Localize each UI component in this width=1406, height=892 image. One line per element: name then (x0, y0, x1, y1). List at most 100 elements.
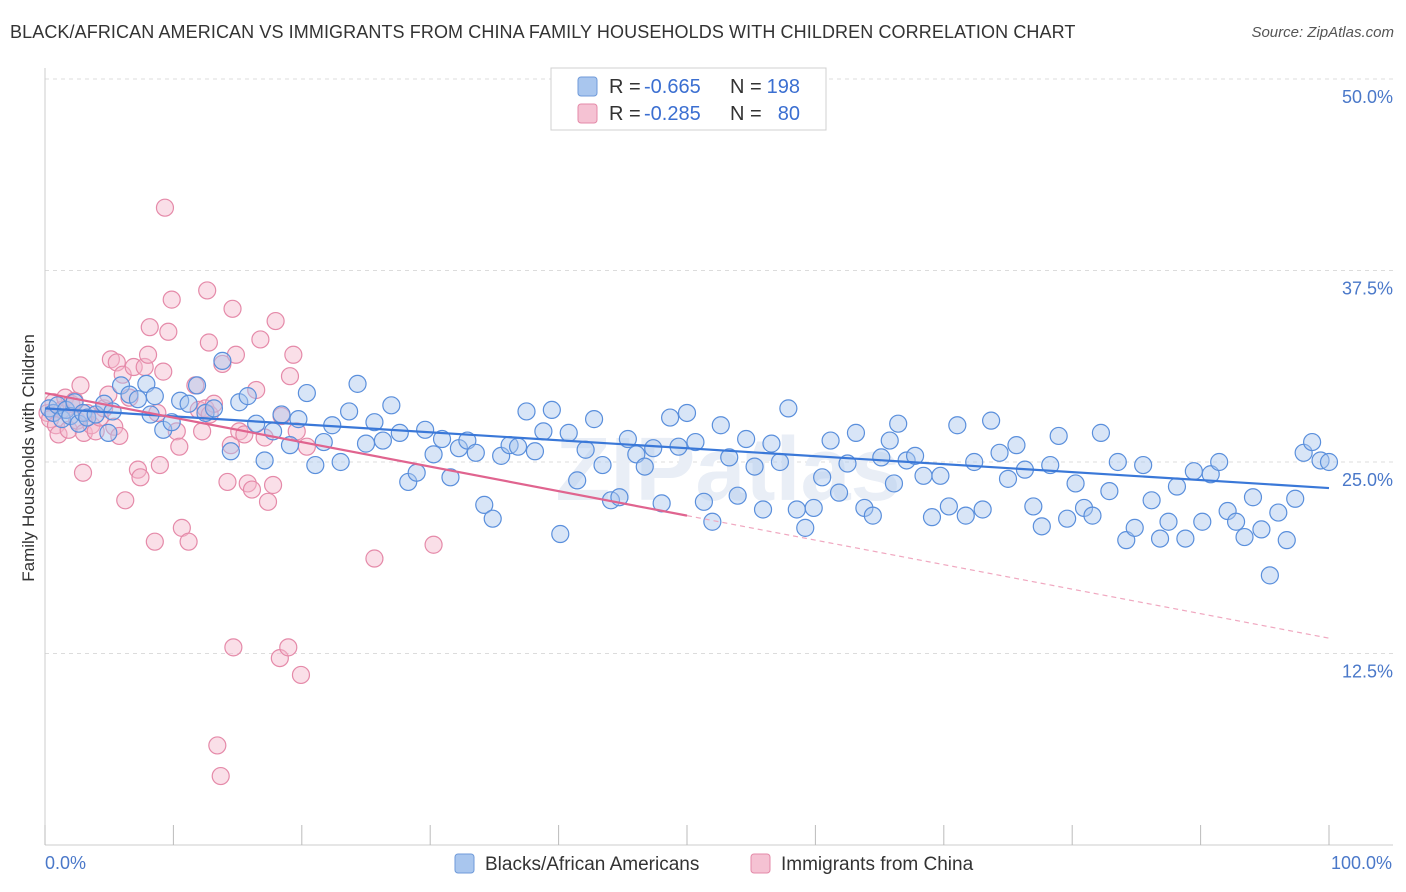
data-point-blue (922, 508, 942, 527)
data-point-pink (218, 472, 237, 492)
data-point-blue (796, 518, 815, 537)
data-point-pink (258, 492, 278, 511)
data-point-blue (1041, 455, 1060, 475)
data-point-blue (542, 400, 561, 420)
data-point-blue (1032, 517, 1051, 536)
y-tick-labels: 12.5% 25.0% 37.5% 50.0% (1342, 87, 1393, 682)
data-point-blue (872, 448, 891, 467)
data-point-pink (208, 736, 227, 755)
data-point-blue (1167, 477, 1187, 496)
bottom-legend-label-pink: Immigrants from China (781, 854, 974, 875)
data-point-blue (644, 439, 663, 458)
data-point-blue (973, 500, 992, 519)
data-point-blue (787, 500, 806, 519)
data-point-blue (99, 423, 118, 442)
data-point-blue (770, 452, 790, 472)
source-label: Source: ZipAtlas.com (1251, 24, 1394, 41)
x-ticks (44, 825, 1330, 845)
legend-n-label-2: N = (730, 103, 762, 125)
data-point-blue (576, 440, 595, 459)
data-point-pink (170, 437, 189, 456)
trend-line-blue (44, 407, 1330, 490)
data-point-blue (804, 498, 823, 518)
data-point-blue (568, 471, 587, 490)
legend-n-value-1: 198 (767, 76, 800, 98)
data-point-blue (720, 448, 739, 467)
data-point-blue (821, 431, 840, 450)
data-point-blue (661, 408, 680, 427)
data-point-blue (221, 442, 240, 461)
data-point-blue (508, 437, 528, 456)
data-point-blue (475, 495, 494, 514)
data-point-blue (829, 483, 849, 502)
data-point-blue (1049, 426, 1068, 446)
legend-swatch-pink (577, 103, 598, 124)
data-point-pink (110, 426, 129, 446)
data-point-blue (432, 429, 452, 449)
data-point-blue (884, 474, 904, 493)
data-point-blue (551, 524, 570, 544)
y-tick-label: 50.0% (1342, 87, 1393, 107)
data-point-pink (199, 333, 218, 352)
data-point-blue (483, 509, 502, 528)
data-point-blue (1235, 527, 1254, 547)
data-point-blue (1184, 462, 1203, 481)
data-point-blue (1226, 512, 1246, 531)
data-point-blue (1193, 512, 1212, 531)
data-point-blue (1243, 488, 1263, 507)
data-point-pink (159, 322, 178, 341)
data-point-blue (247, 414, 266, 433)
data-point-blue (753, 500, 773, 519)
data-point-blue (1091, 423, 1111, 442)
data-point-blue (1269, 503, 1288, 522)
data-point-blue (365, 413, 384, 432)
data-point-blue (677, 403, 697, 423)
legend-n-label-1: N = (730, 76, 762, 98)
legend-swatch-blue (577, 76, 598, 97)
bottom-legend-swatch-pink (750, 853, 771, 874)
data-point-blue (306, 455, 325, 475)
data-point-pink (162, 290, 181, 309)
data-point-blue (525, 442, 545, 461)
data-point-pink (263, 475, 283, 495)
x-tick-label-max: 100.0% (1331, 853, 1392, 873)
data-point-pink (99, 385, 118, 404)
data-point-blue (905, 446, 925, 465)
data-point-pink (150, 455, 169, 475)
data-point-pink (280, 367, 300, 386)
trend-line-pink-extension (686, 515, 1330, 639)
data-point-blue (1260, 566, 1279, 585)
data-point-blue (1252, 520, 1271, 539)
data-point-pink (251, 330, 270, 349)
data-point-blue (1066, 474, 1085, 493)
data-point-blue (238, 387, 257, 406)
data-point-pink (291, 665, 311, 685)
data-point-blue (1210, 452, 1229, 472)
y-axis-label: Family Households with Children (19, 334, 38, 582)
data-point-blue (762, 434, 781, 453)
data-point-blue (635, 457, 654, 476)
data-point-blue (145, 387, 164, 406)
data-point-pink (131, 468, 150, 487)
data-point-blue (255, 451, 274, 470)
data-point-blue (297, 383, 316, 403)
data-point-blue (931, 466, 950, 485)
chart-title: BLACK/AFRICAN AMERICAN VS IMMIGRANTS FRO… (10, 22, 1076, 42)
data-point-blue (711, 416, 730, 435)
bottom-legend-swatch-blue (454, 853, 475, 874)
data-point-blue (965, 452, 984, 472)
data-point-pink (223, 299, 242, 318)
data-point-pink (221, 436, 240, 455)
data-point-pink (154, 362, 173, 381)
data-point-blue (779, 399, 798, 418)
data-point-blue (1007, 436, 1026, 455)
data-point-blue (1134, 455, 1153, 475)
data-point-blue (813, 468, 832, 487)
data-point-blue (863, 506, 882, 525)
data-point-blue (1319, 452, 1339, 472)
data-point-blue (948, 416, 967, 435)
data-point-blue (517, 402, 536, 421)
data-point-blue (880, 431, 899, 450)
data-point-blue (846, 423, 866, 442)
